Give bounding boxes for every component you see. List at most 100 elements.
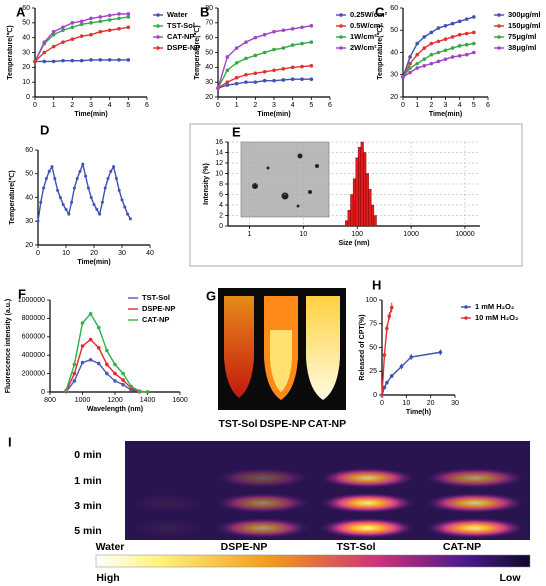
tube-label: DSPE-NP <box>260 418 307 430</box>
data-point <box>429 30 434 35</box>
y-tick-label: 400000 <box>22 352 45 359</box>
data-point <box>117 26 121 31</box>
y-tick-label: 0 <box>41 389 45 396</box>
y-tick-label: 30 <box>22 49 30 56</box>
data-point <box>457 19 462 24</box>
y-tick-label: 60 <box>390 5 398 12</box>
x-tick-label: 6 <box>145 102 149 109</box>
data-point <box>88 337 93 342</box>
x-tick-label: 3 <box>89 102 93 109</box>
data-point <box>81 162 85 166</box>
x-tick-label: 3 <box>444 102 448 109</box>
data-point <box>443 37 448 41</box>
data-point <box>109 169 113 173</box>
data-point <box>234 81 239 86</box>
data-point <box>96 361 101 366</box>
data-point <box>79 19 84 24</box>
data-point <box>72 379 77 383</box>
data-point <box>126 58 131 62</box>
x-tick-label: 0 <box>401 102 405 109</box>
data-point <box>309 40 314 44</box>
histogram-bar <box>347 210 351 227</box>
data-point <box>385 380 389 385</box>
scale-label: Low <box>500 572 522 584</box>
thermal-spot <box>215 468 310 488</box>
data-point <box>262 50 267 55</box>
y-tick-label: 20 <box>25 242 33 249</box>
data-point <box>272 47 276 52</box>
data-point <box>114 177 118 180</box>
y-tick-label: 6 <box>219 191 223 198</box>
legend-marker <box>156 46 160 50</box>
x-tick-label: 6 <box>486 102 490 109</box>
data-point <box>443 24 448 28</box>
y-tick-label: 16 <box>215 139 223 146</box>
x-tick-label: 0 <box>33 102 37 109</box>
data-point <box>39 200 43 204</box>
y-tick-label: 50 <box>390 27 398 34</box>
data-point <box>72 186 76 190</box>
x-tick-label: 4 <box>108 102 112 109</box>
data-point <box>290 65 295 70</box>
x-tick-label: 4 <box>458 102 462 109</box>
data-point <box>380 393 384 397</box>
legend-label: 300μg/ml <box>508 10 541 19</box>
x-tick-label: 20 <box>427 400 435 407</box>
legend-marker <box>497 13 501 17</box>
y-tick-label: 60 <box>205 35 213 42</box>
legend-label: Water <box>167 10 188 19</box>
y-tick-label: 0 <box>219 223 223 230</box>
data-point <box>117 16 121 21</box>
data-point <box>123 205 127 209</box>
data-point <box>70 21 75 25</box>
x-tick-label: 5 <box>126 102 130 109</box>
data-point <box>244 56 248 61</box>
y-tick-label: 8 <box>219 181 223 188</box>
x-tick-label: 5 <box>472 102 476 109</box>
data-point <box>300 25 304 30</box>
data-point <box>51 32 56 37</box>
data-point <box>61 203 65 207</box>
data-point <box>98 15 103 19</box>
data-point <box>309 77 314 81</box>
x-tick-label: 1000 <box>75 397 91 404</box>
data-point <box>126 212 130 216</box>
legend-label: 0.25W/cm² <box>350 10 388 19</box>
data-point <box>107 13 112 18</box>
data-point <box>389 374 394 378</box>
histogram-bar <box>373 215 377 227</box>
data-point <box>61 40 65 44</box>
series-line <box>402 51 475 78</box>
data-point <box>84 174 88 178</box>
y-tick-label: 200000 <box>22 370 45 377</box>
data-point <box>253 71 258 76</box>
data-point <box>429 52 434 57</box>
column-label: CAT-NP <box>443 541 481 553</box>
series-line <box>65 312 148 393</box>
data-point <box>107 58 112 62</box>
data-point <box>472 30 476 35</box>
histogram-bar <box>365 173 369 227</box>
y-tick-label: 20 <box>22 64 30 71</box>
histogram-bar <box>358 147 362 227</box>
data-point <box>290 26 295 31</box>
legend-label: 1 mM H₂O₂ <box>475 302 514 311</box>
data-point <box>53 177 57 180</box>
x-axis-label: Time(min) <box>429 111 462 118</box>
data-point <box>464 31 469 36</box>
data-point <box>225 83 230 87</box>
panel-label: H <box>372 277 381 292</box>
data-point <box>88 358 93 362</box>
data-point <box>464 17 469 21</box>
legend-marker <box>464 316 468 320</box>
data-point <box>67 212 71 216</box>
data-point <box>415 41 419 46</box>
panel-label: C <box>375 4 385 19</box>
data-point <box>78 169 82 173</box>
data-point <box>70 200 74 204</box>
data-point <box>128 217 132 221</box>
data-point <box>300 41 304 46</box>
y-tick-label: 4 <box>219 202 223 209</box>
x-tick-label: 20 <box>90 250 98 257</box>
